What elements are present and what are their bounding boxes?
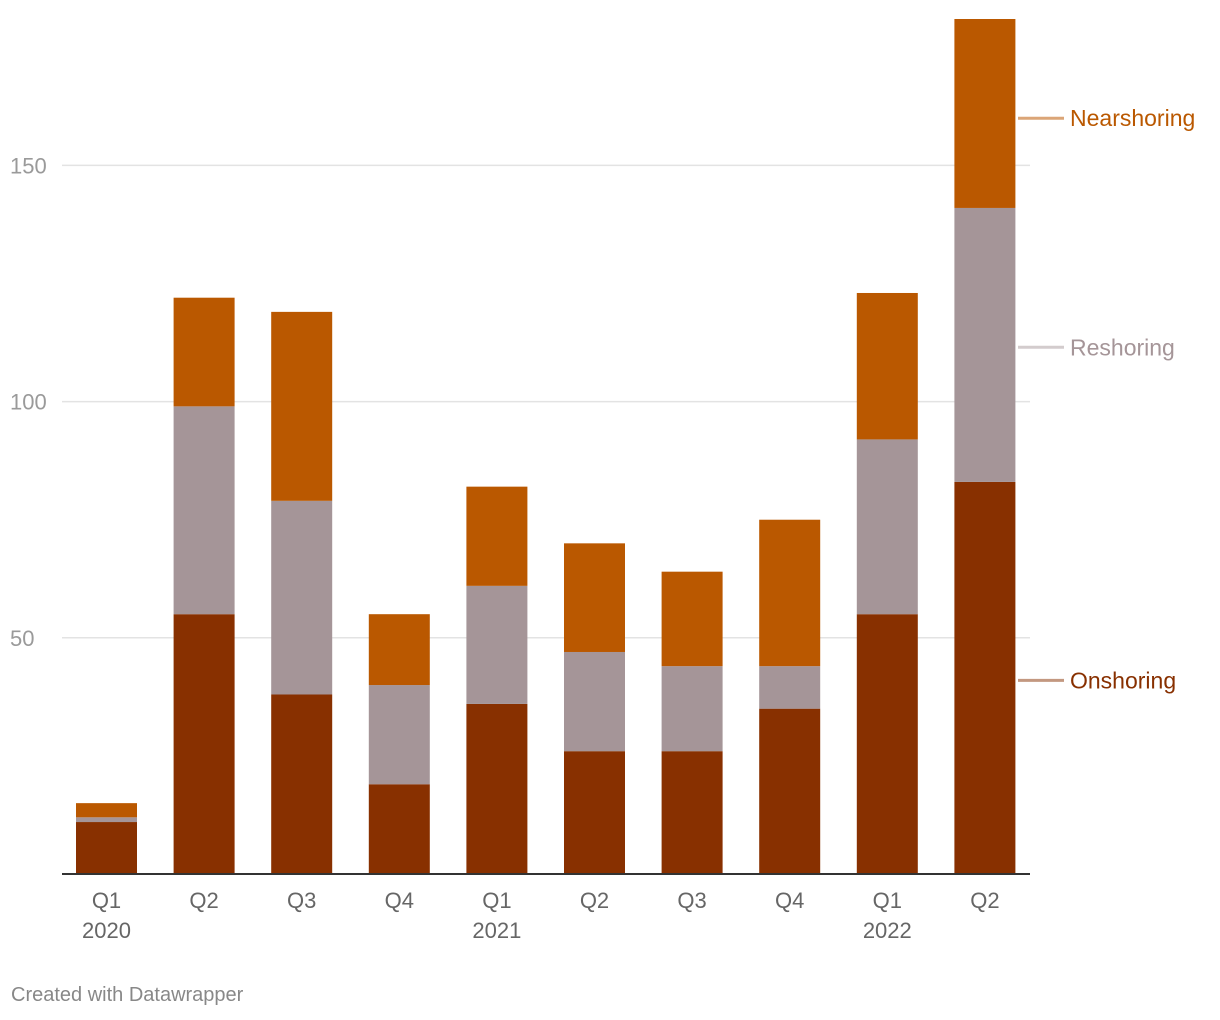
bar-reshoring-1 [76, 817, 137, 823]
x-tick-label: Q4 [385, 888, 414, 913]
bar-nearshoring-9 [856, 292, 918, 440]
x-tick-year-label: 2021 [472, 918, 521, 943]
bar-onshoring-1 [76, 822, 137, 874]
x-tick-year-label: 2022 [863, 918, 912, 943]
x-tick-label: Q3 [287, 888, 316, 913]
bar-stacks [76, 19, 1016, 874]
bar-nearshoring-10 [954, 19, 1016, 208]
legend: Nearshoring Reshoring Onshoring [1018, 105, 1195, 693]
x-tick-label: Q2 [580, 888, 609, 913]
x-tick-label: Q2 [189, 888, 218, 913]
bar-onshoring-9 [856, 614, 918, 874]
y-tick-label: 150 [10, 153, 47, 178]
x-tick-label: Q2 [970, 888, 999, 913]
bar-onshoring-4 [368, 784, 430, 874]
y-tick-label: 50 [10, 626, 34, 651]
bar-reshoring-3 [271, 500, 333, 695]
bar-onshoring-6 [564, 751, 625, 874]
bar-nearshoring-3 [271, 311, 333, 501]
bar-reshoring-9 [856, 439, 918, 615]
bar-reshoring-8 [759, 666, 821, 709]
bar-nearshoring-5 [466, 486, 528, 586]
bar-reshoring-5 [466, 585, 528, 704]
bar-reshoring-2 [173, 406, 235, 615]
x-tick-label: Q1 [482, 888, 511, 913]
bar-onshoring-8 [759, 708, 821, 874]
bar-nearshoring-6 [564, 543, 625, 652]
bar-nearshoring-2 [173, 297, 235, 407]
x-tick-label: Q3 [677, 888, 706, 913]
bar-nearshoring-1 [76, 803, 137, 818]
bar-reshoring-10 [954, 207, 1016, 482]
x-axis-labels: Q1 2020 Q2 Q3 Q4 Q1 2021 Q2 Q3 Q4 Q1 2022 Q2 [82, 888, 1000, 943]
bar-onshoring-7 [661, 751, 723, 874]
bar-onshoring-10 [954, 481, 1016, 874]
bar-onshoring-2 [173, 614, 235, 874]
y-tick-label: 100 [10, 390, 47, 415]
legend-label-nearshoring: Nearshoring [1070, 105, 1195, 131]
x-tick-year-label: 2020 [82, 918, 131, 943]
bar-reshoring-4 [368, 685, 430, 785]
bar-onshoring-3 [271, 694, 333, 874]
legend-label-onshoring: Onshoring [1070, 667, 1176, 693]
bar-nearshoring-7 [661, 571, 723, 667]
x-tick-label: Q4 [775, 888, 804, 913]
bar-nearshoring-8 [759, 519, 821, 667]
bar-nearshoring-4 [368, 614, 430, 686]
x-tick-label: Q1 [873, 888, 902, 913]
footer-credit: Created with Datawrapper [11, 984, 244, 1006]
bar-reshoring-6 [564, 651, 625, 752]
x-tick-label: Q1 [92, 888, 121, 913]
legend-label-reshoring: Reshoring [1070, 334, 1175, 360]
bar-reshoring-7 [661, 666, 723, 752]
bar-onshoring-5 [466, 703, 528, 874]
